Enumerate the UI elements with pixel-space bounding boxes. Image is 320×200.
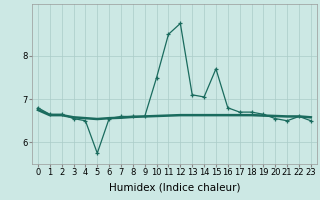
X-axis label: Humidex (Indice chaleur): Humidex (Indice chaleur) <box>109 183 240 193</box>
